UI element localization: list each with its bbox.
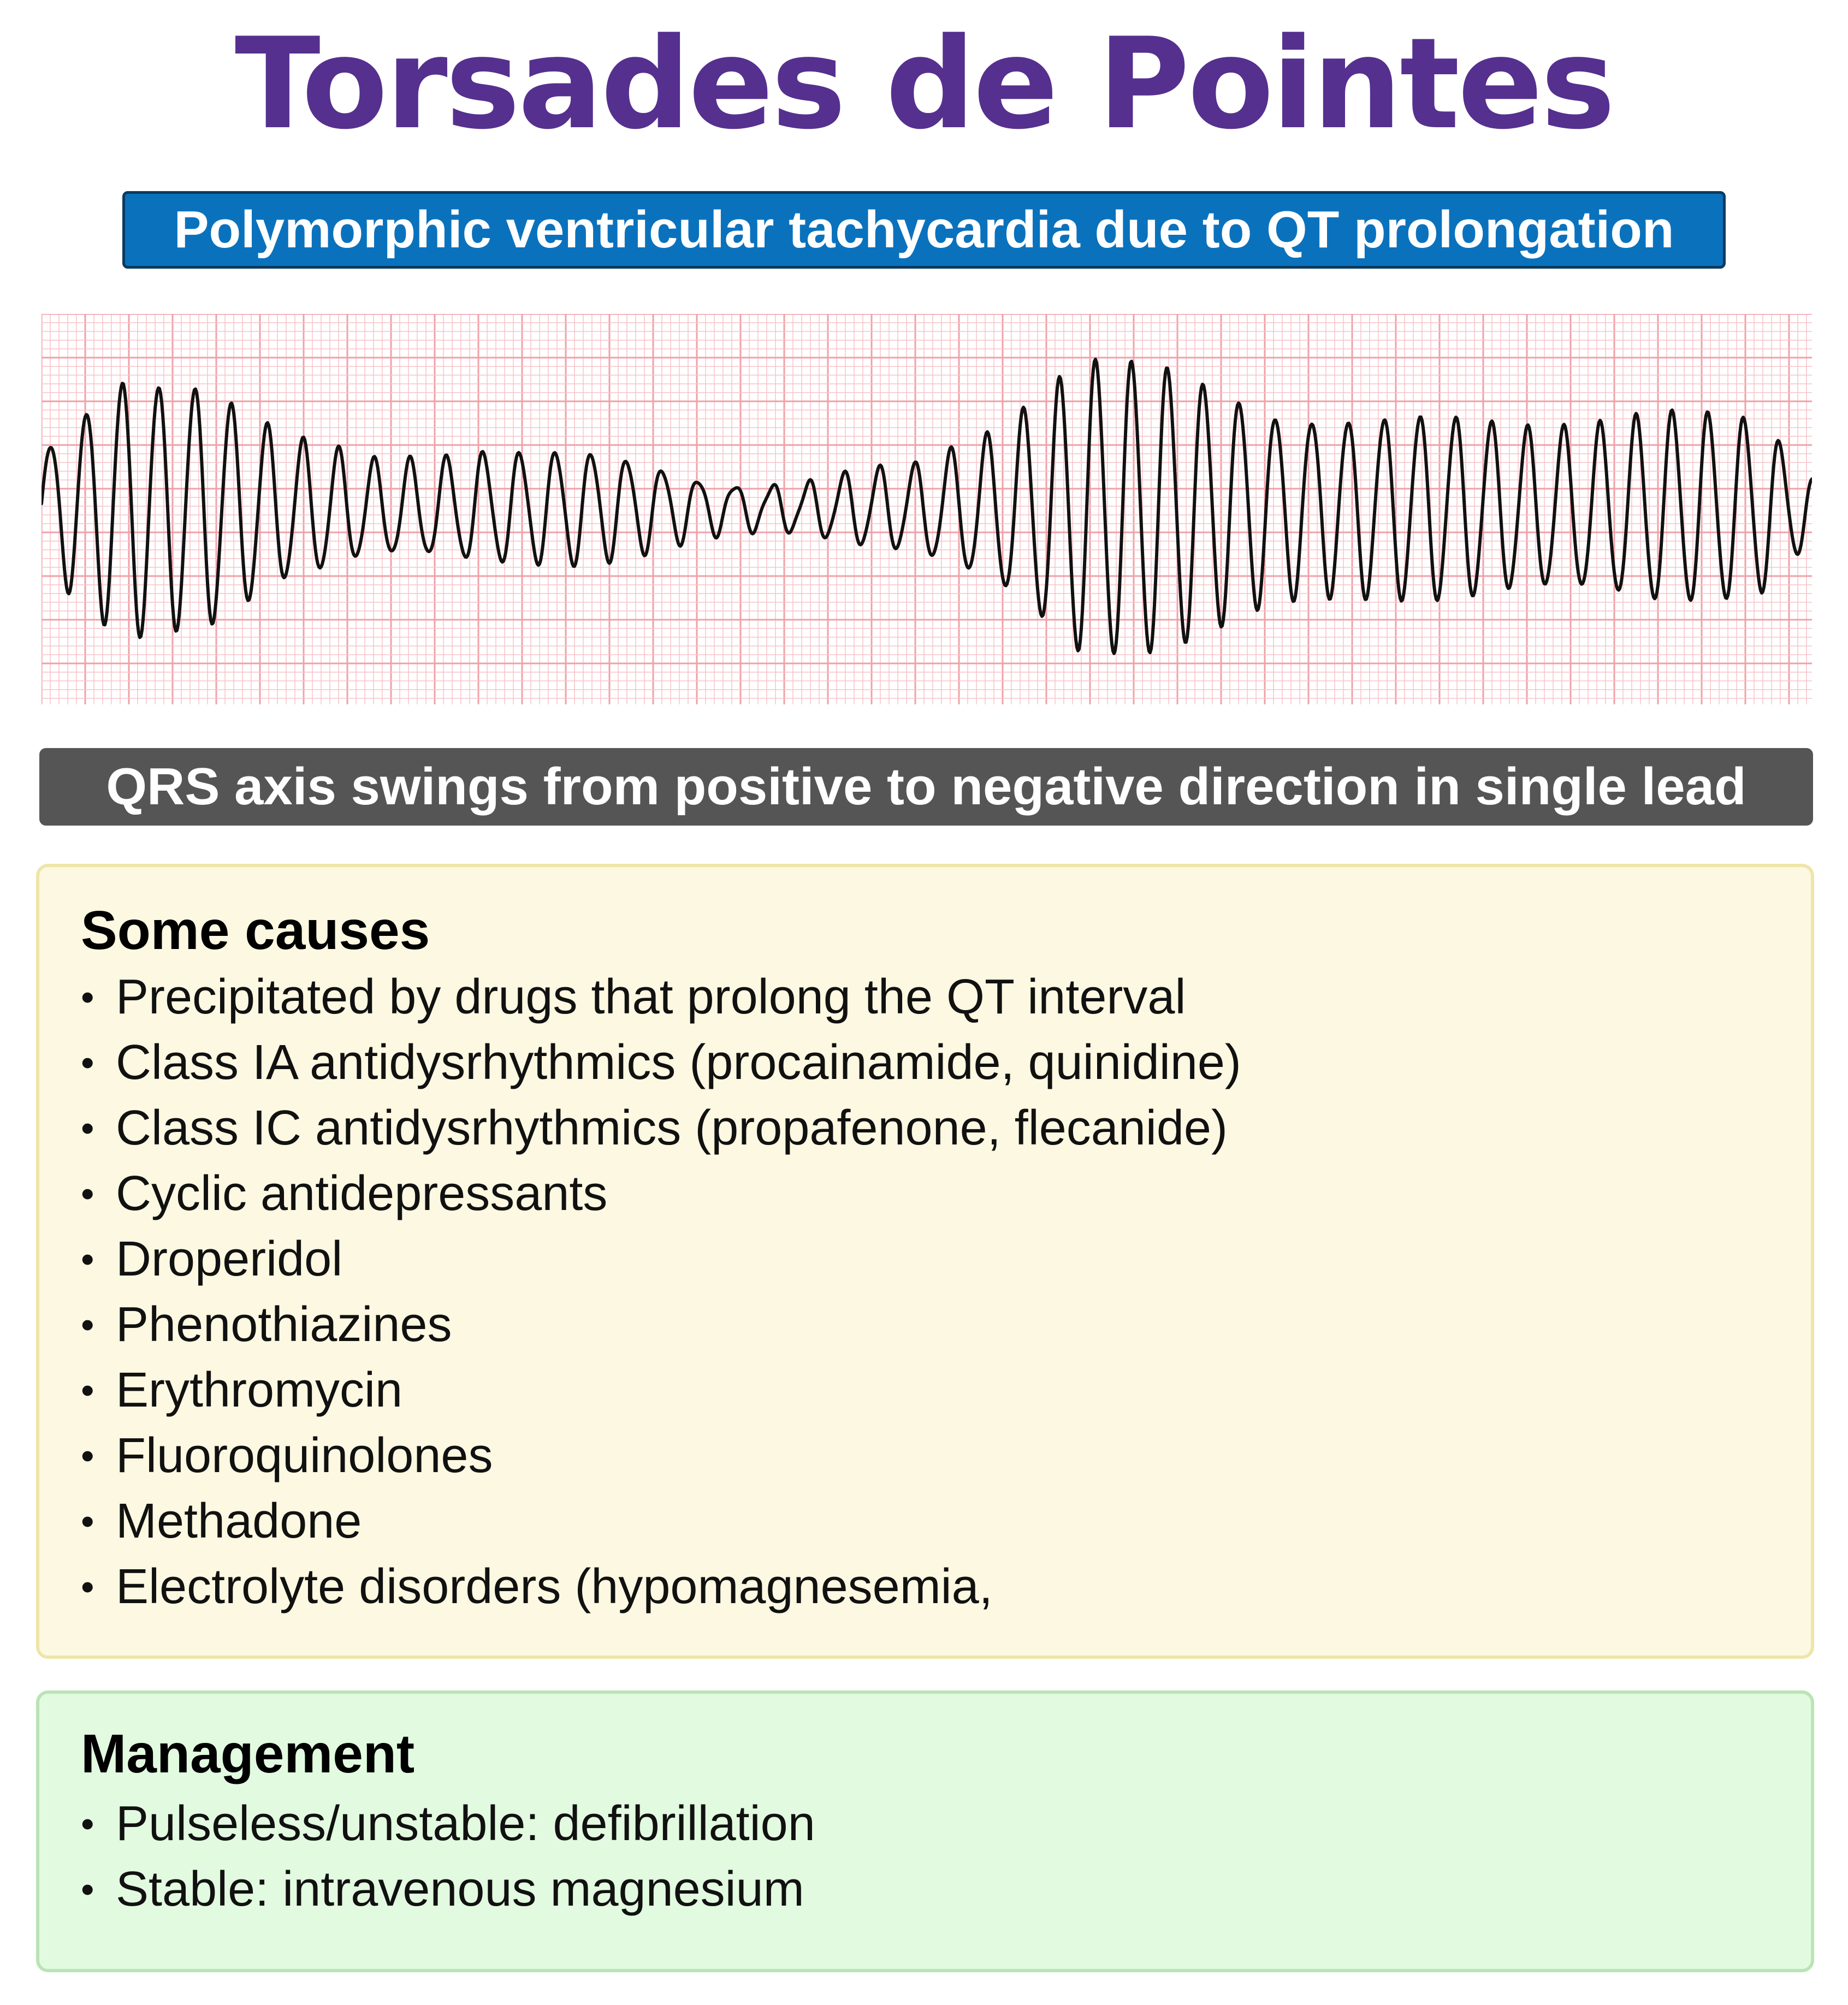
ecg-grid [42,314,1812,704]
list-item: Class IA antidysrhythmics (procainamide,… [81,1030,1241,1095]
list-item: Droperidol [81,1226,1241,1292]
ecg-strip [42,314,1812,704]
causes-panel: Some causes Precipitated by drugs that p… [36,864,1814,1659]
list-item: Class IC antidysrhythmics (propafenone, … [81,1095,1241,1161]
list-item: Precipitated by drugs that prolong the Q… [81,964,1241,1030]
page-title: Torsades de Pointes [234,11,1615,157]
list-item: Stable: intravenous magnesium [81,1856,815,1922]
subtitle-banner: Polymorphic ventricular tachycardia due … [122,191,1726,269]
list-item: Electrolyte disorders (hypomagnesemia, [81,1554,1241,1620]
causes-list: Precipitated by drugs that prolong the Q… [81,964,1241,1620]
list-item: Phenothiazines [81,1292,1241,1357]
causes-heading: Some causes [81,900,430,961]
management-heading: Management [81,1723,415,1784]
qrs-axis-banner: QRS axis swings from positive to negativ… [39,748,1813,826]
management-panel: Management Pulseless/unstable: defibrill… [36,1690,1814,1972]
list-item: Pulseless/unstable: defibrillation [81,1791,815,1856]
list-item: Cyclic antidepressants [81,1161,1241,1226]
list-item: Methadone [81,1488,1241,1554]
management-list: Pulseless/unstable: defibrillation Stabl… [81,1791,815,1922]
ecg-trace [42,358,1812,655]
list-item: Fluoroquinolones [81,1423,1241,1488]
list-item: Erythromycin [81,1357,1241,1423]
